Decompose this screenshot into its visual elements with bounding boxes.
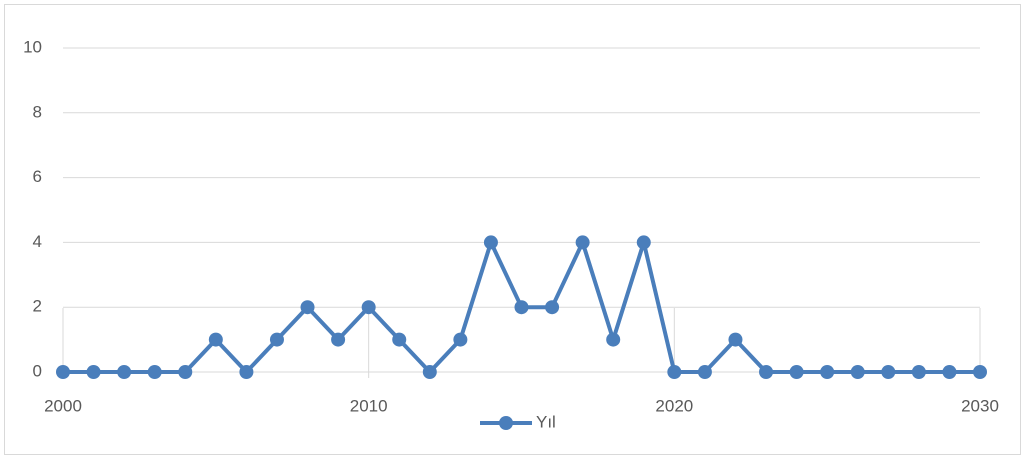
y-tick-label: 6 — [33, 167, 42, 186]
data-point — [606, 332, 621, 347]
data-point — [514, 300, 529, 315]
data-point — [86, 365, 101, 379]
x-tick-label: 2000 — [44, 396, 82, 415]
data-point — [667, 365, 682, 379]
data-point — [453, 332, 468, 347]
data-point — [942, 365, 957, 379]
x-tick-label: 2020 — [655, 396, 693, 415]
data-point — [973, 365, 987, 379]
data-point — [56, 365, 70, 379]
data-point — [636, 235, 651, 250]
x-tick-label: 2010 — [350, 396, 388, 415]
y-tick-label: 10 — [23, 37, 42, 56]
data-point — [820, 365, 835, 379]
legend-label: Yıl — [536, 412, 556, 431]
data-point — [208, 332, 223, 347]
y-tick-label: 0 — [33, 361, 42, 380]
y-tick-label: 2 — [33, 297, 42, 316]
data-point — [239, 365, 254, 379]
data-point — [728, 332, 743, 347]
data-point — [117, 365, 132, 379]
data-point — [392, 332, 407, 347]
data-point — [300, 300, 315, 315]
data-point — [422, 365, 437, 379]
data-point — [545, 300, 560, 315]
legend-marker — [499, 416, 513, 430]
data-point — [789, 365, 804, 379]
data-point — [911, 365, 926, 379]
data-point — [178, 365, 193, 379]
data-point — [759, 365, 774, 379]
data-point — [361, 300, 376, 315]
data-point — [575, 235, 590, 250]
data-point — [331, 332, 346, 347]
x-tick-label: 2030 — [961, 396, 999, 415]
y-tick-label: 8 — [33, 102, 42, 121]
data-point — [269, 332, 284, 347]
y-tick-label: 4 — [33, 232, 42, 251]
data-point — [881, 365, 896, 379]
chart-border — [4, 4, 1021, 455]
data-point — [483, 235, 498, 250]
data-point — [850, 365, 865, 379]
data-point — [697, 365, 712, 379]
data-point — [147, 365, 162, 379]
